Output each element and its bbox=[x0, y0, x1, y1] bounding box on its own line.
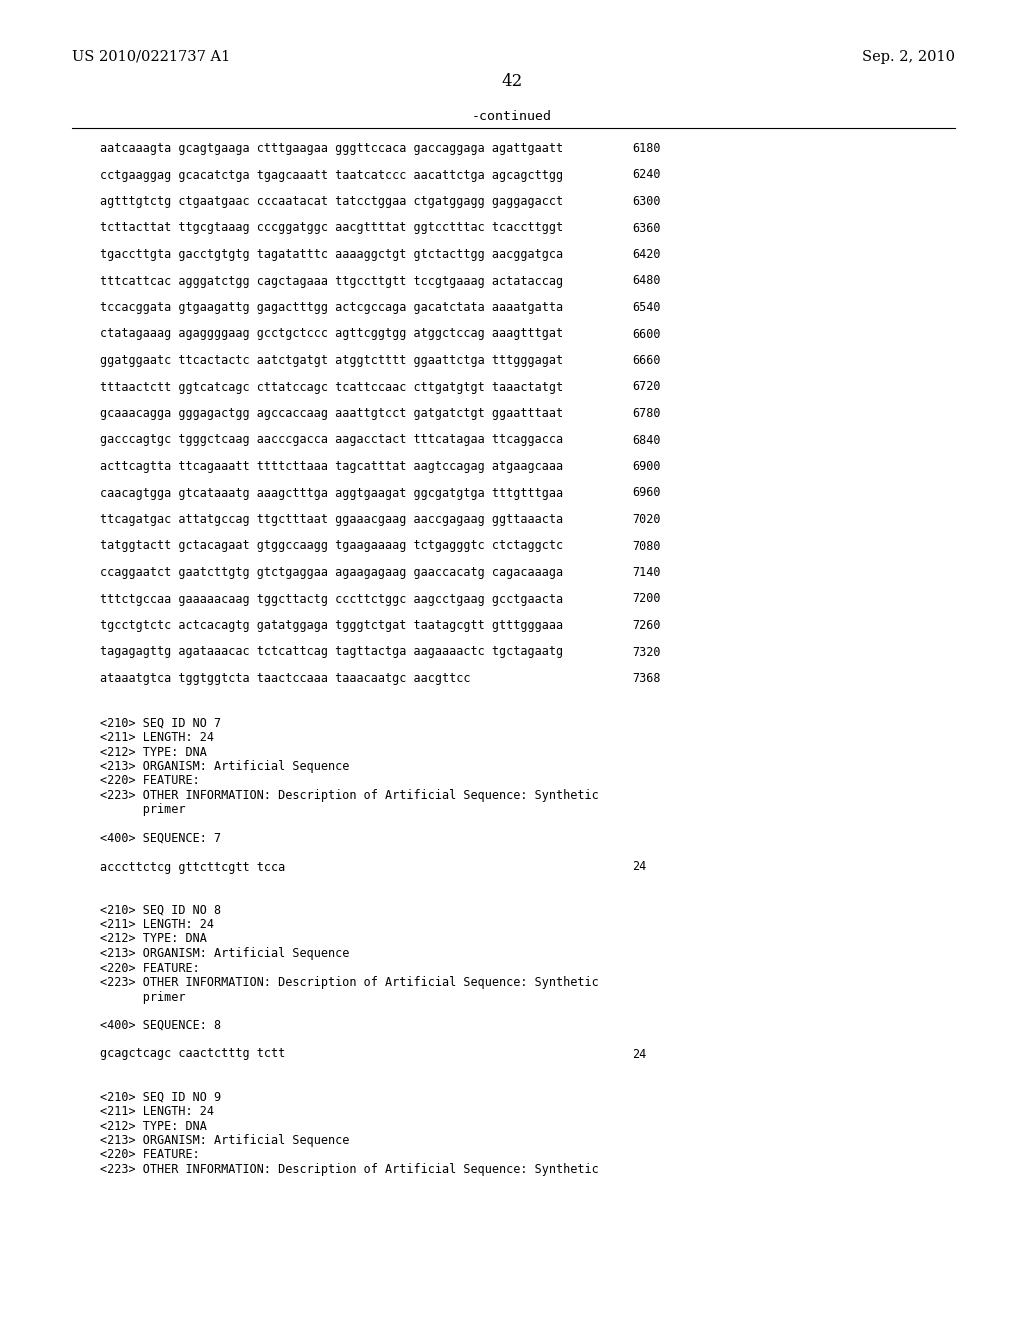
Text: 24: 24 bbox=[632, 861, 646, 874]
Text: 7020: 7020 bbox=[632, 513, 660, 525]
Text: 7320: 7320 bbox=[632, 645, 660, 659]
Text: 7140: 7140 bbox=[632, 566, 660, 579]
Text: <220> FEATURE:: <220> FEATURE: bbox=[100, 1148, 200, 1162]
Text: <220> FEATURE:: <220> FEATURE: bbox=[100, 775, 200, 788]
Text: US 2010/0221737 A1: US 2010/0221737 A1 bbox=[72, 50, 230, 63]
Text: Sep. 2, 2010: Sep. 2, 2010 bbox=[862, 50, 955, 63]
Text: 6240: 6240 bbox=[632, 169, 660, 181]
Text: 6780: 6780 bbox=[632, 407, 660, 420]
Text: <213> ORGANISM: Artificial Sequence: <213> ORGANISM: Artificial Sequence bbox=[100, 1134, 349, 1147]
Text: ctatagaaag agaggggaag gcctgctccc agttcggtgg atggctccag aaagtttgat: ctatagaaag agaggggaag gcctgctccc agttcgg… bbox=[100, 327, 563, 341]
Text: 6660: 6660 bbox=[632, 354, 660, 367]
Text: tttctgccaa gaaaaacaag tggcttactg cccttctggc aagcctgaag gcctgaacta: tttctgccaa gaaaaacaag tggcttactg cccttct… bbox=[100, 593, 563, 606]
Text: <210> SEQ ID NO 7: <210> SEQ ID NO 7 bbox=[100, 717, 221, 730]
Text: ataaatgtca tggtggtcta taactccaaa taaacaatgc aacgttcc: ataaatgtca tggtggtcta taactccaaa taaacaa… bbox=[100, 672, 470, 685]
Text: gacccagtgc tgggctcaag aacccgacca aagacctact tttcatagaa ttcaggacca: gacccagtgc tgggctcaag aacccgacca aagacct… bbox=[100, 433, 563, 446]
Text: <223> OTHER INFORMATION: Description of Artificial Sequence: Synthetic: <223> OTHER INFORMATION: Description of … bbox=[100, 975, 599, 989]
Text: <223> OTHER INFORMATION: Description of Artificial Sequence: Synthetic: <223> OTHER INFORMATION: Description of … bbox=[100, 789, 599, 803]
Text: tgaccttgta gacctgtgtg tagatatttc aaaaggctgt gtctacttgg aacggatgca: tgaccttgta gacctgtgtg tagatatttc aaaaggc… bbox=[100, 248, 563, 261]
Text: <213> ORGANISM: Artificial Sequence: <213> ORGANISM: Artificial Sequence bbox=[100, 760, 349, 774]
Text: ccaggaatct gaatcttgtg gtctgaggaa agaagagaag gaaccacatg cagacaaaga: ccaggaatct gaatcttgtg gtctgaggaa agaagag… bbox=[100, 566, 563, 579]
Text: 6300: 6300 bbox=[632, 195, 660, 209]
Text: <210> SEQ ID NO 9: <210> SEQ ID NO 9 bbox=[100, 1090, 221, 1104]
Text: gcagctcagc caactctttg tctt: gcagctcagc caactctttg tctt bbox=[100, 1048, 286, 1060]
Text: 6960: 6960 bbox=[632, 487, 660, 499]
Text: caacagtgga gtcataaatg aaagctttga aggtgaagat ggcgatgtga tttgtttgaa: caacagtgga gtcataaatg aaagctttga aggtgaa… bbox=[100, 487, 563, 499]
Text: ttcagatgac attatgccag ttgctttaat ggaaacgaag aaccgagaag ggttaaacta: ttcagatgac attatgccag ttgctttaat ggaaacg… bbox=[100, 513, 563, 525]
Text: tatggtactt gctacagaat gtggccaagg tgaagaaaag tctgagggtc ctctaggctc: tatggtactt gctacagaat gtggccaagg tgaagaa… bbox=[100, 540, 563, 553]
Text: 24: 24 bbox=[632, 1048, 646, 1060]
Text: <220> FEATURE:: <220> FEATURE: bbox=[100, 961, 200, 974]
Text: gcaaacagga gggagactgg agccaccaag aaattgtcct gatgatctgt ggaatttaat: gcaaacagga gggagactgg agccaccaag aaattgt… bbox=[100, 407, 563, 420]
Text: primer: primer bbox=[100, 990, 185, 1003]
Text: <211> LENGTH: 24: <211> LENGTH: 24 bbox=[100, 731, 214, 744]
Text: <210> SEQ ID NO 8: <210> SEQ ID NO 8 bbox=[100, 903, 221, 916]
Text: 7080: 7080 bbox=[632, 540, 660, 553]
Text: tgcctgtctc actcacagtg gatatggaga tgggtctgat taatagcgtt gtttgggaaa: tgcctgtctc actcacagtg gatatggaga tgggtct… bbox=[100, 619, 563, 632]
Text: tccacggata gtgaagattg gagactttgg actcgccaga gacatctata aaaatgatta: tccacggata gtgaagattg gagactttgg actcgcc… bbox=[100, 301, 563, 314]
Text: cctgaaggag gcacatctga tgagcaaatt taatcatccc aacattctga agcagcttgg: cctgaaggag gcacatctga tgagcaaatt taatcat… bbox=[100, 169, 563, 181]
Text: <212> TYPE: DNA: <212> TYPE: DNA bbox=[100, 932, 207, 945]
Text: <212> TYPE: DNA: <212> TYPE: DNA bbox=[100, 1119, 207, 1133]
Text: acttcagtta ttcagaaatt ttttcttaaa tagcatttat aagtccagag atgaagcaaa: acttcagtta ttcagaaatt ttttcttaaa tagcatt… bbox=[100, 459, 563, 473]
Text: 6720: 6720 bbox=[632, 380, 660, 393]
Text: <213> ORGANISM: Artificial Sequence: <213> ORGANISM: Artificial Sequence bbox=[100, 946, 349, 960]
Text: 7260: 7260 bbox=[632, 619, 660, 632]
Text: primer: primer bbox=[100, 804, 185, 817]
Text: acccttctcg gttcttcgtt tcca: acccttctcg gttcttcgtt tcca bbox=[100, 861, 286, 874]
Text: -continued: -continued bbox=[472, 110, 552, 123]
Text: 7200: 7200 bbox=[632, 593, 660, 606]
Text: 6480: 6480 bbox=[632, 275, 660, 288]
Text: 7368: 7368 bbox=[632, 672, 660, 685]
Text: <400> SEQUENCE: 8: <400> SEQUENCE: 8 bbox=[100, 1019, 221, 1032]
Text: tcttacttat ttgcgtaaag cccggatggc aacgttttat ggtcctttac tcaccttggt: tcttacttat ttgcgtaaag cccggatggc aacgttt… bbox=[100, 222, 563, 235]
Text: 6600: 6600 bbox=[632, 327, 660, 341]
Text: <223> OTHER INFORMATION: Description of Artificial Sequence: Synthetic: <223> OTHER INFORMATION: Description of … bbox=[100, 1163, 599, 1176]
Text: <212> TYPE: DNA: <212> TYPE: DNA bbox=[100, 746, 207, 759]
Text: tagagagttg agataaacac tctcattcag tagttactga aagaaaactc tgctagaatg: tagagagttg agataaacac tctcattcag tagttac… bbox=[100, 645, 563, 659]
Text: tttcattcac agggatctgg cagctagaaa ttgccttgtt tccgtgaaag actataccag: tttcattcac agggatctgg cagctagaaa ttgcctt… bbox=[100, 275, 563, 288]
Text: 6420: 6420 bbox=[632, 248, 660, 261]
Text: 6180: 6180 bbox=[632, 143, 660, 154]
Text: <211> LENGTH: 24: <211> LENGTH: 24 bbox=[100, 917, 214, 931]
Text: <400> SEQUENCE: 7: <400> SEQUENCE: 7 bbox=[100, 832, 221, 845]
Text: 6900: 6900 bbox=[632, 459, 660, 473]
Text: tttaactctt ggtcatcagc cttatccagc tcattccaac cttgatgtgt taaactatgt: tttaactctt ggtcatcagc cttatccagc tcattcc… bbox=[100, 380, 563, 393]
Text: 6540: 6540 bbox=[632, 301, 660, 314]
Text: 42: 42 bbox=[502, 73, 522, 90]
Text: <211> LENGTH: 24: <211> LENGTH: 24 bbox=[100, 1105, 214, 1118]
Text: agtttgtctg ctgaatgaac cccaatacat tatcctggaa ctgatggagg gaggagacct: agtttgtctg ctgaatgaac cccaatacat tatcctg… bbox=[100, 195, 563, 209]
Text: 6840: 6840 bbox=[632, 433, 660, 446]
Text: 6360: 6360 bbox=[632, 222, 660, 235]
Text: aatcaaagta gcagtgaaga ctttgaagaa gggttccaca gaccaggaga agattgaatt: aatcaaagta gcagtgaaga ctttgaagaa gggttcc… bbox=[100, 143, 563, 154]
Text: ggatggaatc ttcactactc aatctgatgt atggtctttt ggaattctga tttgggagat: ggatggaatc ttcactactc aatctgatgt atggtct… bbox=[100, 354, 563, 367]
